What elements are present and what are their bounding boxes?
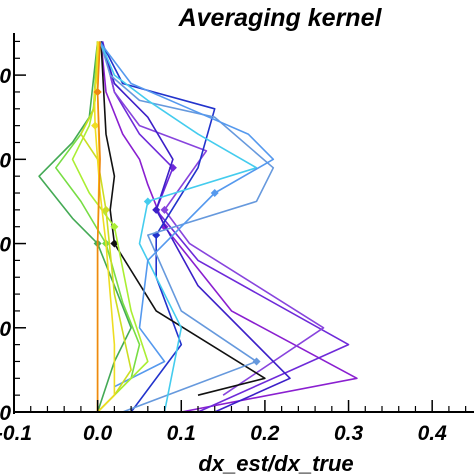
series-marker-12 <box>110 222 119 231</box>
axes-layer: -0.1 0.0 0.1 0.2 0.3 0.4 0 0 0 0 0 <box>0 33 474 445</box>
y-tick-label: 0 <box>0 402 11 425</box>
series-3 <box>101 41 325 396</box>
series-line-14 <box>93 41 116 413</box>
y-tick-label: 0 <box>0 318 11 341</box>
y-tick-label: 0 <box>0 65 11 88</box>
series-marker-6 <box>110 239 119 248</box>
series-4 <box>101 41 291 413</box>
series-line-13 <box>80 41 132 413</box>
y-tick-label: 0 <box>0 234 11 257</box>
series-marker-16 <box>93 87 102 96</box>
series-9 <box>98 40 275 388</box>
x-tick-label: 0.1 <box>167 422 196 445</box>
series-marker-3 <box>160 205 169 214</box>
series-2 <box>101 41 350 413</box>
x-tick-label: 0.2 <box>250 422 280 445</box>
x-tick-label: 0.4 <box>418 422 448 445</box>
series-line-7 <box>99 41 275 413</box>
series-line-8 <box>99 41 258 413</box>
series-marker-7 <box>252 357 261 366</box>
x-tick-label: 0.3 <box>334 422 364 445</box>
series-marker-13 <box>102 205 110 214</box>
series-line-1 <box>100 41 358 413</box>
series-layer <box>38 40 358 413</box>
series-16 <box>93 41 102 412</box>
series-line-4 <box>101 41 291 413</box>
x-tick-label: 0.0 <box>83 422 113 445</box>
series-marker-4 <box>152 205 161 214</box>
series-14 <box>91 41 116 413</box>
series-line-9 <box>98 40 275 388</box>
series-line-10 <box>38 41 132 413</box>
series-marker-14 <box>91 121 100 130</box>
series-7 <box>99 41 275 413</box>
series-marker-9 <box>210 189 219 198</box>
series-13 <box>80 41 132 413</box>
series-line-2 <box>101 41 350 413</box>
series-line-3 <box>101 41 325 396</box>
series-line-5 <box>100 41 216 413</box>
series-marker-8 <box>143 197 152 206</box>
chart-title: Averaging kernel <box>178 4 383 32</box>
series-line-16 <box>96 41 101 412</box>
x-tick-label: -0.1 <box>0 422 32 445</box>
y-tick-label: 0 <box>0 149 11 172</box>
series-8 <box>99 41 258 413</box>
x-axis-label: dx_est/dx_true <box>198 451 353 474</box>
